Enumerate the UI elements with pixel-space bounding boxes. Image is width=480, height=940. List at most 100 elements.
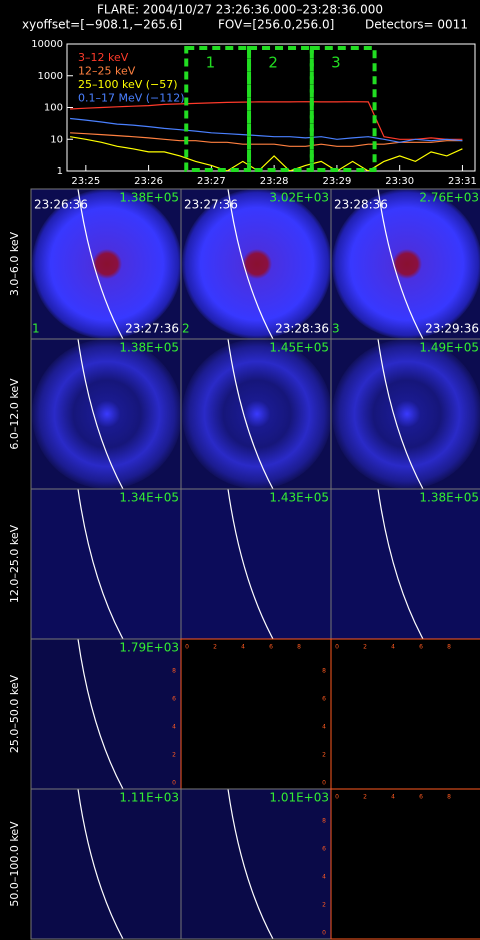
interval-box [247, 46, 314, 172]
legend-entry: 3–12 keV [78, 51, 129, 64]
series-line [70, 136, 463, 171]
x-tick-label: 23:27 [197, 176, 226, 187]
empty-axis-label: 8 [172, 668, 176, 675]
xyoffset: xyoffset=[−908.1,−265.6] [22, 18, 182, 32]
x-tick-label: 23:25 [71, 176, 100, 187]
limb-curve [77, 639, 124, 789]
panel-max: 1.38E+05 [419, 491, 479, 505]
panel-bg [31, 489, 181, 639]
panel-start: 23:26:36 [34, 198, 88, 212]
empty-axis-label: 0 [322, 780, 326, 787]
sun-disk [182, 339, 331, 489]
panel-max: 1.38E+05 [119, 191, 179, 205]
panel-bg [181, 789, 331, 939]
panel-end: 23:29:36 [425, 322, 479, 336]
empty-axis-label: 6 [269, 644, 273, 651]
x-tick-label: 23:28 [260, 176, 289, 187]
empty-axis-label: 0 [335, 644, 339, 651]
energy-label: 50.0–100.0 keV [8, 821, 21, 907]
panel-max: 1.49E+05 [419, 341, 479, 355]
limb-curve [377, 489, 424, 639]
empty-panel [330, 788, 480, 940]
flare-title: FLARE: 2004/10/27 23:26:36.000–23:28:36.… [97, 3, 383, 17]
sun-disk [332, 339, 480, 489]
panel-end: 23:28:36 [275, 322, 329, 336]
panel-max: 3.02E+03 [269, 191, 329, 205]
panel-bg [331, 489, 480, 639]
panel-bg [181, 489, 331, 639]
panel-max: 1.34E+05 [119, 491, 179, 505]
panel-number: 2 [182, 322, 190, 336]
empty-axis-label: 8 [297, 644, 301, 651]
limb-curve [77, 339, 124, 489]
series-line [70, 117, 463, 143]
x-tick-label: 23:29 [322, 176, 351, 187]
y-tick-label: 100 [44, 103, 63, 114]
panel-max: 1.45E+05 [269, 341, 329, 355]
empty-axis-label: 8 [322, 818, 326, 825]
panel-max: 1.79E+03 [119, 641, 179, 655]
empty-axis-label: 2 [363, 644, 367, 651]
energy-label: 3.0–6.0 keV [8, 231, 21, 296]
empty-axis-label: 8 [447, 644, 451, 651]
panel-max: 1.01E+03 [269, 791, 329, 805]
empty-axis-label: 0 [185, 644, 189, 651]
empty-axis-label: 6 [419, 644, 423, 651]
limb-curve [77, 789, 124, 939]
legend-entry: 25–100 keV (−57) [78, 78, 178, 91]
interval-label: 3 [331, 54, 341, 72]
limb-curve [227, 489, 274, 639]
empty-axis-label: 0 [335, 794, 339, 801]
energy-label: 6.0–12.0 keV [8, 378, 21, 450]
panel-max: 1.43E+05 [269, 491, 329, 505]
empty-axis-label: 6 [419, 794, 423, 801]
interval-label: 2 [268, 54, 278, 72]
empty-panel [180, 638, 332, 790]
plot-lines [70, 101, 463, 171]
y-tick-label: 1000 [38, 71, 63, 82]
interval-label: 1 [206, 54, 216, 72]
sun-disk [332, 189, 480, 339]
empty-axis-label: 4 [322, 724, 326, 731]
empty-axis-label: 4 [391, 794, 395, 801]
empty-panel [330, 638, 480, 790]
empty-axis-label: 2 [322, 752, 326, 759]
limb-curve [377, 189, 424, 339]
limb-curve [227, 189, 274, 339]
x-tick-label: 23:30 [385, 176, 414, 187]
empty-axis-label: 4 [172, 724, 176, 731]
panel-number: 1 [32, 322, 40, 336]
empty-axis-label: 2 [322, 902, 326, 909]
x-tick-label: 23:26 [134, 176, 163, 187]
energy-label: 25.0–50.0 keV [8, 674, 21, 753]
panel-bg [31, 639, 181, 789]
energy-label: 12.0–25.0 keV [8, 524, 21, 603]
empty-axis-label: 2 [363, 794, 367, 801]
sun-disk [182, 189, 331, 339]
empty-axis-label: 4 [391, 644, 395, 651]
interval-box [309, 46, 377, 172]
empty-axis-label: 6 [172, 696, 176, 703]
y-tick-label: 1 [57, 166, 63, 177]
empty-axis-label: 4 [241, 644, 245, 651]
empty-axis-label: 6 [322, 846, 326, 853]
empty-axis-label: 6 [322, 696, 326, 703]
x-tick-label: 23:31 [448, 176, 477, 187]
series-line [70, 132, 463, 147]
limb-curve [77, 189, 124, 339]
y-tick-label: 10 [50, 134, 63, 145]
y-tick-label: 10000 [31, 39, 63, 50]
panel-number: 3 [332, 322, 340, 336]
panel-end: 23:27:36 [125, 322, 179, 336]
empty-axis-label: 4 [322, 874, 326, 881]
empty-axis-label: 2 [213, 644, 217, 651]
empty-axis-label: 8 [322, 668, 326, 675]
interval-box [184, 46, 252, 172]
empty-axis-label: 0 [172, 780, 176, 787]
panel-max: 2.76E+03 [419, 191, 479, 205]
legend-entry: 0.1–17 MeV (−112) [78, 92, 185, 105]
series-line [70, 101, 463, 140]
empty-axis-label: 8 [447, 794, 451, 801]
panel-max: 1.11E+03 [119, 791, 179, 805]
